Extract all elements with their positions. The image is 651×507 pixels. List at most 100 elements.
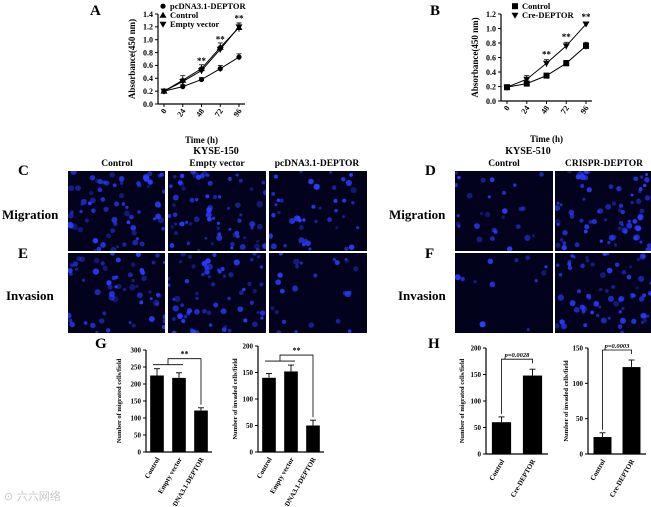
panel-label-a: A xyxy=(90,3,101,19)
y-tick-label: 150 xyxy=(131,398,142,406)
y-axis-label: Number of migrated cells/field xyxy=(116,358,123,443)
significance-label: ** xyxy=(181,350,189,359)
y-tick-label: 200 xyxy=(243,343,254,351)
y-axis-label: Absorbance(450 nm) xyxy=(470,17,480,97)
y-tick-label: 0.6 xyxy=(486,53,496,62)
x-tick-label: Control xyxy=(143,456,162,480)
panel-label-b: B xyxy=(430,3,441,19)
data-point xyxy=(216,46,224,53)
y-tick-label: 150 xyxy=(471,371,482,379)
data-point xyxy=(198,68,205,75)
bracket-line xyxy=(501,358,533,414)
y-axis-label: Number of migrated cells/field xyxy=(459,358,466,443)
x-tick-label: 48 xyxy=(539,104,551,116)
micrograph-invasion-control-right xyxy=(455,253,553,333)
legend-marker xyxy=(159,11,167,18)
data-point xyxy=(198,76,205,83)
x-tick-label: Control xyxy=(255,456,274,480)
x-tick-label: 24 xyxy=(175,107,187,119)
x-tick-label: 0 xyxy=(502,104,512,112)
y-tick-label: 150 xyxy=(573,345,584,353)
legend-marker xyxy=(511,12,519,19)
significance-label: ** xyxy=(235,14,245,24)
bar xyxy=(306,425,320,452)
bar xyxy=(262,377,276,452)
bracket-line xyxy=(279,354,314,418)
panel-label-c: C xyxy=(18,163,29,179)
col-label-right-crispr: CRISPR-DEPTOR xyxy=(565,159,643,169)
y-tick-label: 100 xyxy=(243,396,254,404)
bar xyxy=(593,437,612,454)
significance-label: ** xyxy=(542,50,552,60)
bar xyxy=(284,371,298,452)
col-label-left-pcdna: pcDNA3.1-DEPTOR xyxy=(274,159,360,169)
significance-label: ** xyxy=(293,346,301,355)
y-tick-label: 200 xyxy=(131,381,142,389)
x-tick-label: 0 xyxy=(159,107,169,115)
y-tick-label: 1.0 xyxy=(486,24,496,33)
y-tick-label: 0.8 xyxy=(486,39,496,48)
panel-label-h: H xyxy=(428,336,440,352)
data-point xyxy=(523,80,530,87)
panel-label-e: E xyxy=(18,246,29,262)
cell-line-right: KYSE-510 xyxy=(505,146,551,157)
panel-label-d: D xyxy=(425,163,436,179)
significance-label: p=0.0028 xyxy=(504,352,531,359)
x-tick-label: 72 xyxy=(559,104,571,116)
x-tick-label: 48 xyxy=(194,107,206,119)
y-tick-label: 0 xyxy=(478,451,482,459)
row-label-invasion-right: Invasion xyxy=(398,288,446,303)
y-tick-label: 200 xyxy=(471,345,482,353)
x-tick-label: 72 xyxy=(213,107,225,119)
y-tick-label: 0 xyxy=(250,449,254,457)
y-axis-label: Absorbance(450 nm) xyxy=(127,19,137,99)
bar xyxy=(172,377,186,452)
y-tick-label: 1.2 xyxy=(486,10,496,19)
watermark: ⊙ 六六网络 xyxy=(4,490,61,503)
micrograph-invasion-control-left xyxy=(68,253,165,333)
legend-label: Control xyxy=(170,10,199,20)
data-point xyxy=(583,42,589,49)
y-tick-label: 0.4 xyxy=(486,68,496,77)
data-point xyxy=(503,84,511,91)
data-point xyxy=(562,43,570,50)
legend-marker xyxy=(160,3,166,9)
y-tick-label: 50 xyxy=(474,424,482,432)
panel-label-g: G xyxy=(95,336,107,352)
col-label-right-control: Control xyxy=(488,159,520,169)
significance-label: ** xyxy=(562,32,572,42)
y-tick-label: 1.0 xyxy=(143,36,153,45)
y-tick-label: 50 xyxy=(576,415,584,423)
data-point xyxy=(236,54,242,60)
chart-g-invaded: 0 50 100 150 200 Number of invaded cells/fiel… xyxy=(232,343,324,506)
significance-label: p=0.0003 xyxy=(604,343,631,350)
legend-label: Control xyxy=(522,1,551,11)
legend-label: Cre-DEPTOR xyxy=(522,10,574,20)
y-axis-label: Number of invaded cells/field xyxy=(563,360,570,442)
y-tick-label: 0.8 xyxy=(143,48,153,57)
y-axis-label: Number of invaded cells/field xyxy=(232,358,239,440)
micrograph-invasion-pcdna-deptor xyxy=(269,253,367,333)
row-label-migration-right: Migration xyxy=(389,207,446,222)
significance-label: ** xyxy=(216,34,226,44)
x-tick-label: Control xyxy=(488,458,507,482)
micrograph-migration-control-right xyxy=(455,171,553,251)
data-point xyxy=(543,60,550,67)
row-label-migration-left: Migration xyxy=(2,207,59,222)
x-tick-label: 96 xyxy=(579,104,591,116)
x-tick-label: 96 xyxy=(232,107,244,119)
x-axis-label: Time (h) xyxy=(185,135,218,145)
data-point xyxy=(180,84,186,90)
data-point xyxy=(582,21,590,28)
row-label-invasion-left: Invasion xyxy=(6,288,54,303)
bar xyxy=(150,375,164,452)
chart-b-proliferation: 0.0 0.2 0.4 0.6 0.8 1.0 1.2 0 24 48 72 96 Time (h) Ab… xyxy=(470,1,592,144)
micrograph-invasion-empty-vector xyxy=(168,253,266,333)
bar xyxy=(522,375,543,454)
y-tick-label: 250 xyxy=(131,364,142,372)
y-tick-label: 300 xyxy=(131,347,142,355)
micrograph-invasion-crispr-deptor xyxy=(555,253,651,333)
data-point xyxy=(563,60,570,67)
x-tick-label: Control xyxy=(589,458,608,482)
